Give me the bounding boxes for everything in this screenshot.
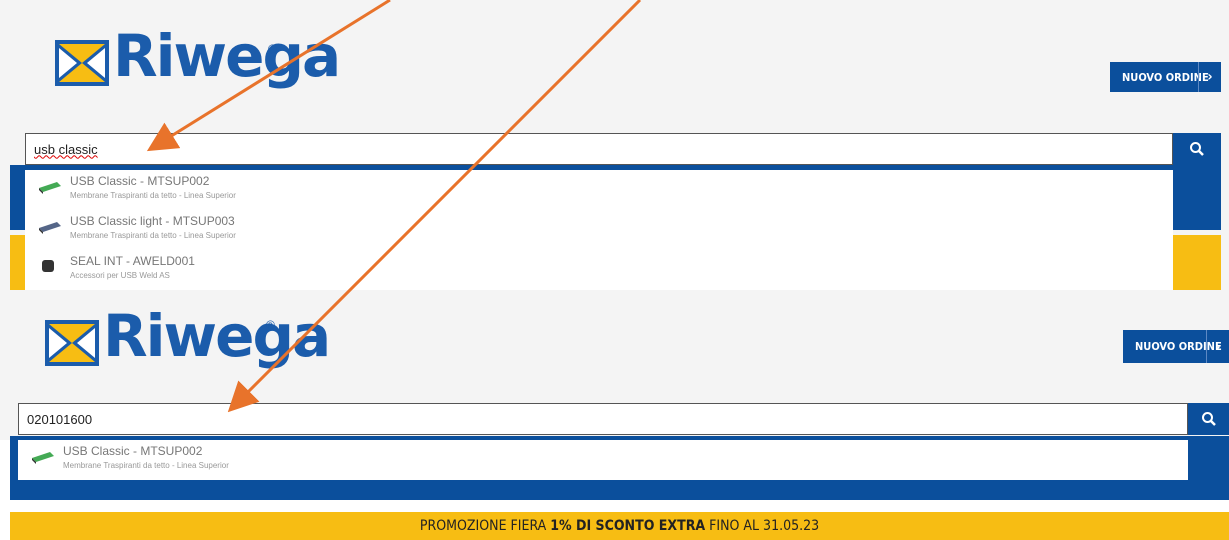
arrow xyxy=(152,0,390,148)
page: Riwega ® NUOVO ORDINE› usb classic USB C… xyxy=(0,0,1229,540)
annotation-arrows xyxy=(0,0,1229,540)
